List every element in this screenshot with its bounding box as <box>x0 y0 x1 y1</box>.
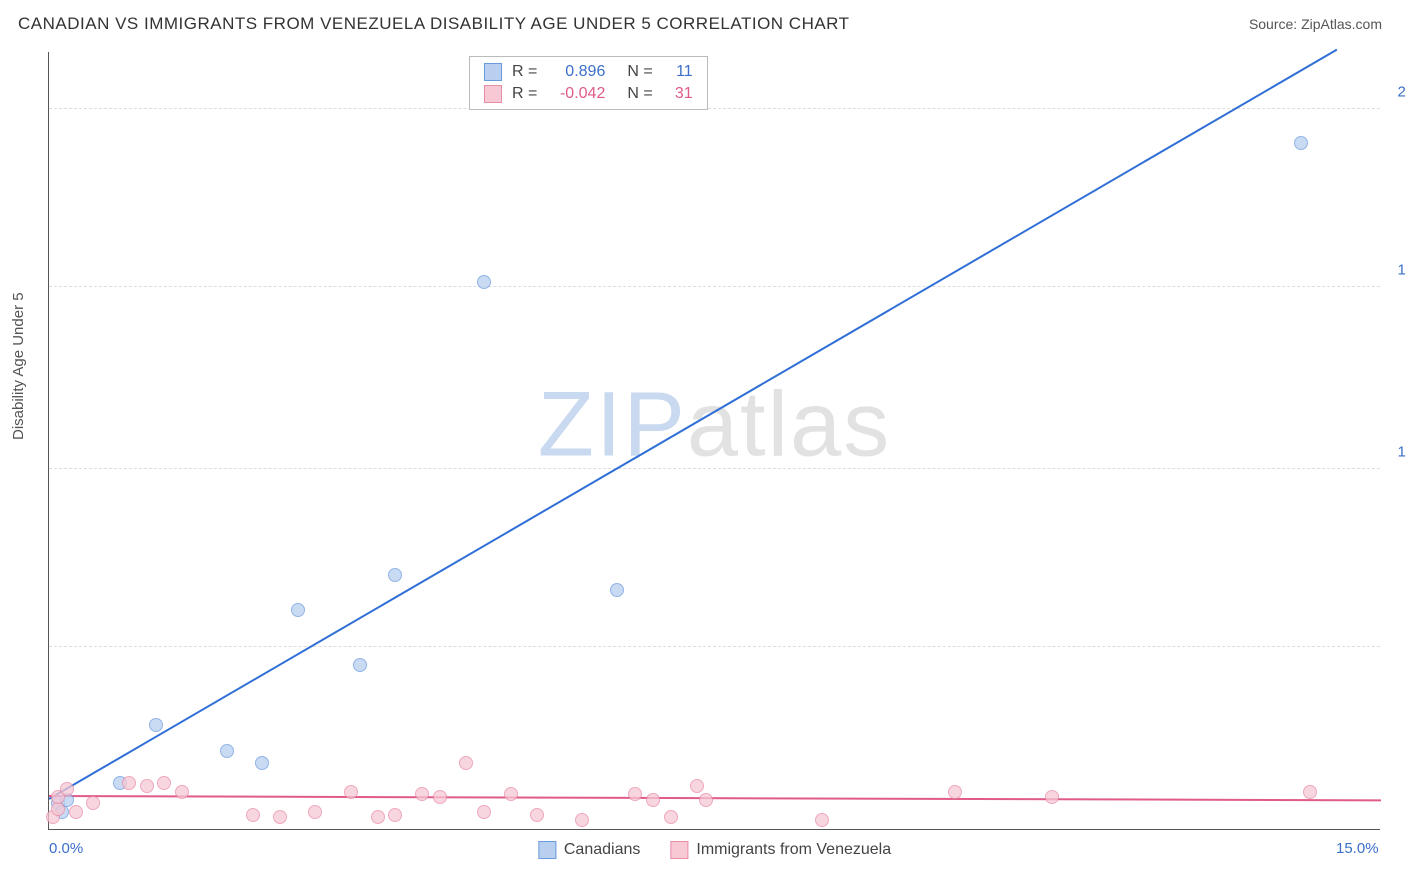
r-value: -0.042 <box>547 85 605 103</box>
trend-line <box>49 795 1381 801</box>
legend-label: Immigrants from Venezuela <box>696 841 891 859</box>
y-tick-label: 18.8% <box>1385 262 1406 279</box>
n-value: 31 <box>663 85 693 103</box>
data-point <box>1303 785 1317 799</box>
y-axis-title: Disability Age Under 5 <box>10 292 27 440</box>
watermark-zip: ZIP <box>538 373 687 475</box>
grid-line <box>49 646 1380 647</box>
x-tick-label: 15.0% <box>1336 840 1379 857</box>
data-point <box>291 603 305 617</box>
data-point <box>69 805 83 819</box>
data-point <box>1045 790 1059 804</box>
data-point <box>388 568 402 582</box>
legend-label: Canadians <box>564 841 641 859</box>
data-point <box>149 718 163 732</box>
data-point <box>344 785 358 799</box>
data-point <box>948 785 962 799</box>
data-point <box>246 808 260 822</box>
grid-line <box>49 286 1380 287</box>
n-label: N = <box>627 85 652 103</box>
data-point <box>610 583 624 597</box>
data-point <box>699 793 713 807</box>
x-tick-label: 0.0% <box>49 840 83 857</box>
r-label: R = <box>512 85 537 103</box>
n-label: N = <box>627 63 652 81</box>
data-point <box>415 787 429 801</box>
data-point <box>504 787 518 801</box>
data-point <box>140 779 154 793</box>
series-swatch <box>484 85 502 103</box>
data-point <box>690 779 704 793</box>
watermark-atlas: atlas <box>687 373 891 475</box>
data-point <box>815 813 829 827</box>
data-point <box>308 805 322 819</box>
legend-swatch <box>538 841 556 859</box>
legend-item: Immigrants from Venezuela <box>670 841 891 859</box>
scatter-chart: ZIPatlas 6.3%12.5%18.8%25.0%0.0%15.0%R =… <box>48 52 1380 830</box>
y-tick-label: 12.5% <box>1385 443 1406 460</box>
data-point <box>646 793 660 807</box>
data-point <box>122 776 136 790</box>
y-tick-label: 6.3% <box>1385 622 1406 639</box>
watermark: ZIPatlas <box>538 372 891 477</box>
legend-swatch <box>670 841 688 859</box>
data-point <box>86 796 100 810</box>
data-point <box>1294 136 1308 150</box>
data-point <box>273 810 287 824</box>
data-point <box>60 782 74 796</box>
r-label: R = <box>512 63 537 81</box>
data-point <box>371 810 385 824</box>
n-value: 11 <box>663 63 693 81</box>
data-point <box>459 756 473 770</box>
source-attribution: Source: ZipAtlas.com <box>1249 16 1382 32</box>
r-value: 0.896 <box>547 63 605 81</box>
data-point <box>157 776 171 790</box>
stats-row: R = 0.896 N = 11 <box>484 61 693 83</box>
chart-header: CANADIAN VS IMMIGRANTS FROM VENEZUELA DI… <box>0 0 1406 42</box>
data-point <box>388 808 402 822</box>
correlation-stats-box: R = 0.896 N = 11 R = -0.042 N = 31 <box>469 56 708 110</box>
data-point <box>628 787 642 801</box>
data-point <box>477 805 491 819</box>
data-point <box>530 808 544 822</box>
data-point <box>664 810 678 824</box>
series-swatch <box>484 63 502 81</box>
grid-line <box>49 108 1380 109</box>
data-point <box>353 658 367 672</box>
data-point <box>175 785 189 799</box>
trend-line <box>48 49 1337 800</box>
stats-row: R = -0.042 N = 31 <box>484 83 693 105</box>
chart-legend: Canadians Immigrants from Venezuela <box>538 841 891 859</box>
chart-title: CANADIAN VS IMMIGRANTS FROM VENEZUELA DI… <box>18 14 850 34</box>
data-point <box>575 813 589 827</box>
data-point <box>220 744 234 758</box>
data-point <box>477 275 491 289</box>
y-tick-label: 25.0% <box>1385 83 1406 100</box>
data-point <box>433 790 447 804</box>
grid-line <box>49 468 1380 469</box>
data-point <box>255 756 269 770</box>
legend-item: Canadians <box>538 841 641 859</box>
